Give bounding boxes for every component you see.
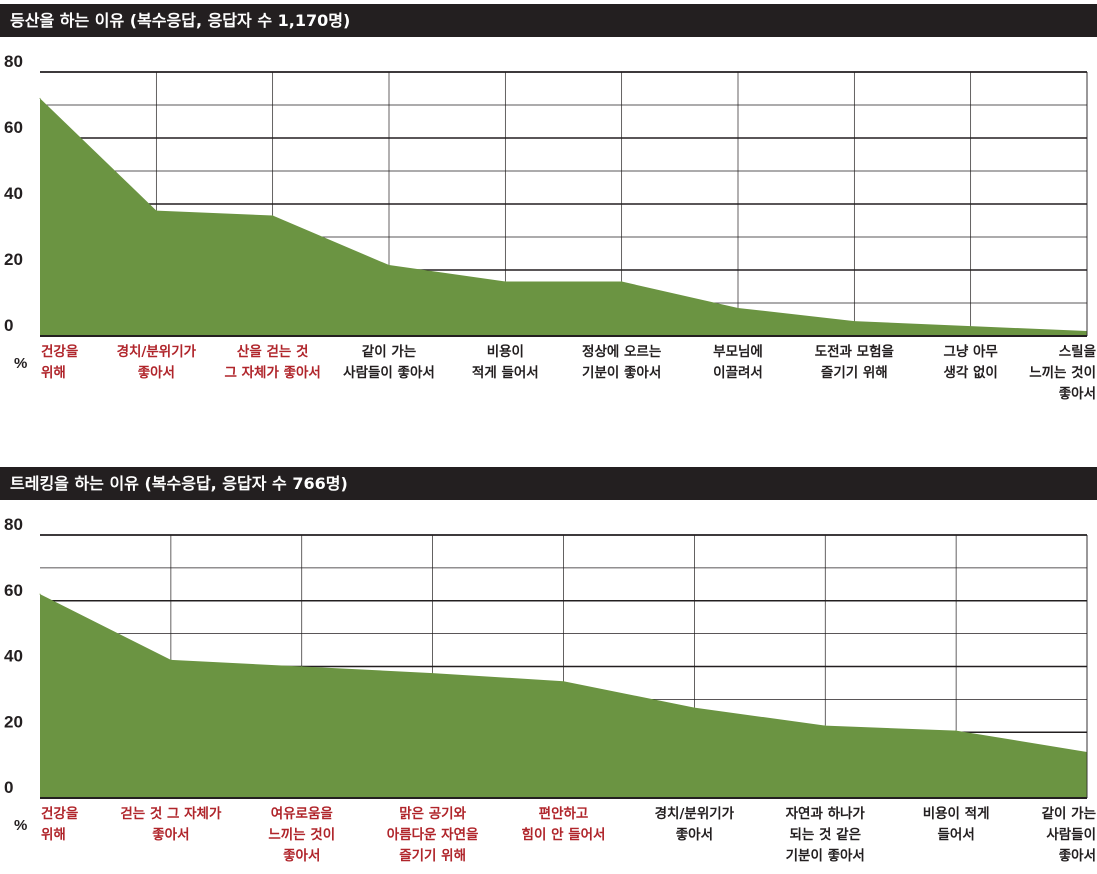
category-label-line: 스릴을 bbox=[1059, 344, 1096, 360]
category-label-line: 적게 들어서 bbox=[472, 364, 539, 381]
category-label-line: 비용이 적게 bbox=[923, 805, 990, 822]
category-label-line: 그 자체가 좋아서 bbox=[224, 364, 320, 381]
category-label-line: 좋아서 bbox=[676, 826, 713, 843]
data-point bbox=[824, 725, 826, 727]
data-point bbox=[301, 666, 303, 667]
category-label-line: 느끼는 것이 bbox=[1029, 364, 1096, 381]
category-label-line: 경치/분위기가 bbox=[117, 343, 197, 360]
category-label-line: 산을 걷는 것 bbox=[237, 343, 309, 360]
category-label-line: 좋아서 bbox=[1059, 847, 1096, 864]
category-label-line: 그냥 아무 bbox=[943, 343, 998, 360]
category-label-line: 같이 가는 bbox=[362, 343, 417, 360]
y-tick-label: 20 bbox=[4, 712, 23, 731]
category-label-line: 정상에 오르는 bbox=[582, 343, 662, 360]
y-tick-label: 60 bbox=[4, 581, 23, 600]
category-label-line: 좋아서 bbox=[138, 364, 175, 381]
category-label-line: 경치/분위기가 bbox=[655, 805, 735, 822]
category-label-line: 좋아서 bbox=[283, 847, 320, 864]
category-label-line: 이끌려서 bbox=[713, 364, 763, 381]
category-label-line: 도전과 모험을 bbox=[815, 343, 894, 360]
category-label-line: 부모님에 bbox=[713, 344, 763, 360]
category-label-line: 편안하고 bbox=[539, 805, 589, 822]
chart-title: 등산을 하는 이유 (복수응답, 응답자 수 1,170명) bbox=[0, 4, 1097, 37]
data-point bbox=[737, 307, 739, 309]
category-label-line: 자연과 하나가 bbox=[786, 805, 866, 822]
category-label-line: 건강을 bbox=[41, 343, 78, 360]
category-label-line: 힘이 안 들어서 bbox=[522, 826, 606, 843]
data-point bbox=[955, 730, 957, 732]
category-label-line: 기분이 좋아서 bbox=[786, 847, 865, 864]
y-tick-label: 20 bbox=[4, 250, 23, 269]
hiking-chart-panel: 등산을 하는 이유 (복수응답, 응답자 수 1,170명) 0 20 40 60 80… bbox=[0, 0, 1097, 430]
data-point bbox=[155, 210, 157, 212]
y-axis-label: % bbox=[14, 355, 27, 372]
category-label-line: 위해 bbox=[41, 826, 66, 843]
chart-title: 트레킹을 하는 이유 (복수응답, 응답자 수 766명) bbox=[0, 467, 1097, 500]
area-series bbox=[40, 98, 1087, 337]
data-point bbox=[563, 680, 564, 682]
category-label-line: 여유로움을 bbox=[271, 805, 333, 822]
category-label-line: 되는 것 같은 bbox=[790, 826, 862, 843]
category-label-line: 사람들이 좋아서 bbox=[343, 364, 435, 381]
category-label-line: 같이 가는 bbox=[1042, 805, 1097, 822]
data-point bbox=[39, 593, 41, 595]
category-label-line: 생각 없이 bbox=[943, 364, 997, 381]
data-point bbox=[432, 672, 434, 674]
data-point bbox=[388, 264, 390, 266]
area-series bbox=[40, 594, 1087, 798]
y-axis-label: % bbox=[14, 817, 27, 834]
y-tick-label: 60 bbox=[4, 118, 23, 137]
category-label-line: 비용이 bbox=[487, 343, 524, 360]
category-label-line: 아름다운 자연을 bbox=[387, 826, 479, 843]
data-point bbox=[504, 281, 506, 283]
category-label-line: 위해 bbox=[41, 364, 66, 381]
y-tick-label: 0 bbox=[4, 778, 13, 797]
category-label-line: 즐기기 위해 bbox=[821, 364, 888, 381]
y-tick-label: 0 bbox=[4, 316, 13, 335]
category-label-line: 들어서 bbox=[937, 826, 974, 843]
category-label-line: 사람들이 bbox=[1046, 826, 1096, 843]
y-tick-label: 40 bbox=[4, 184, 23, 203]
category-label-line: 느끼는 것이 bbox=[268, 826, 335, 843]
data-point bbox=[970, 325, 972, 327]
data-point bbox=[621, 281, 623, 283]
data-point bbox=[39, 97, 41, 99]
category-label-line: 기분이 좋아서 bbox=[582, 364, 661, 381]
category-label-line: 좋아서 bbox=[1059, 385, 1096, 402]
category-label-line: 맑은 공기와 bbox=[399, 805, 466, 822]
data-point bbox=[693, 707, 695, 709]
category-label-line: 좋아서 bbox=[152, 826, 189, 843]
category-label-line: 건강을 bbox=[41, 805, 78, 822]
category-label-line: 즐기기 위해 bbox=[399, 847, 466, 864]
category-label-line: 걷는 것 그 자체가 bbox=[120, 805, 222, 822]
y-tick-label: 40 bbox=[4, 647, 23, 666]
data-point bbox=[272, 215, 274, 217]
y-tick-label: 80 bbox=[4, 52, 23, 71]
data-point bbox=[853, 320, 855, 322]
data-point bbox=[170, 659, 172, 661]
y-tick-label: 80 bbox=[4, 515, 23, 534]
